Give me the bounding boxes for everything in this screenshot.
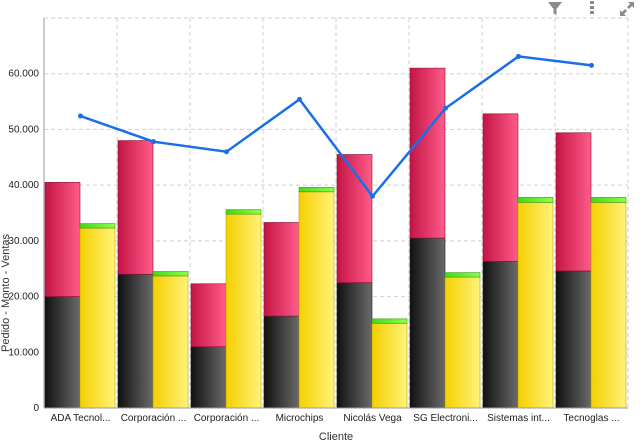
bar-corporaci-n--s0: [117, 273, 154, 409]
bar-nicol-s-vega-s2: [371, 323, 408, 409]
bar-nicol-s-vega-s0: [336, 282, 373, 409]
bar-corporaci-n--s1: [190, 283, 227, 348]
x-tick-label: Tecnoglas ...: [563, 413, 619, 424]
x-tick-label: ADA Tecnol...: [51, 413, 111, 424]
y-tick-label: 20.000: [8, 292, 39, 303]
line-point: [297, 96, 302, 102]
x-tick-label: Nicolás Vega: [343, 413, 402, 424]
y-tick-label: 40.000: [8, 180, 39, 191]
bar-sg-electroni--s2: [444, 276, 481, 409]
y-tick-label: 60.000: [8, 69, 39, 80]
bar-nicol-s-vega-s1: [336, 154, 373, 283]
line-point: [370, 193, 375, 199]
line-point: [443, 105, 448, 111]
bars: [44, 67, 627, 409]
x-tick-label: Sistemas int...: [487, 413, 550, 424]
line-series: [78, 53, 594, 199]
bar-tecnoglas--s0: [555, 270, 592, 409]
bar-microchips-s3: [298, 187, 335, 193]
bar-sg-electroni--s1: [409, 67, 446, 239]
bar-corporaci-n--s1: [117, 140, 154, 275]
y-tick-label: 50.000: [8, 124, 39, 135]
bar-corporaci-n--s2: [152, 275, 189, 409]
line-series-path: [80, 55, 592, 199]
bar-tecnoglas--s3: [590, 197, 627, 203]
bar-sistemas-int--s1: [482, 113, 519, 262]
bar-sistemas-int--s2: [517, 202, 554, 409]
bar-corporaci-n--s3: [152, 271, 189, 277]
filter-icon[interactable]: [546, 0, 564, 18]
line-point: [224, 149, 229, 155]
x-tick-label: Corporación ...: [194, 413, 260, 424]
line-point: [516, 53, 521, 59]
bar-sistemas-int--s3: [517, 197, 554, 203]
bar-ada-tecnol--s0: [44, 296, 81, 409]
y-tick-label: 30.000: [8, 236, 39, 247]
y-tick-label: 10.000: [8, 347, 39, 358]
line-point: [151, 139, 156, 145]
bar-ada-tecnol--s3: [79, 223, 116, 229]
x-axis-title: Cliente: [319, 431, 353, 443]
bar-corporaci-n--s0: [190, 346, 227, 409]
bar-ada-tecnol--s1: [44, 182, 81, 297]
bar-nicol-s-vega-s3: [371, 318, 408, 324]
bar-corporaci-n--s3: [225, 209, 262, 215]
bar-tecnoglas--s2: [590, 202, 627, 409]
bar-sg-electroni--s3: [444, 272, 481, 278]
expand-icon[interactable]: [618, 0, 636, 18]
axes: 0 10.000 20.000 30.000 40.000 50.000 60.000 ADA…: [8, 18, 628, 424]
bar-microchips-s0: [263, 315, 300, 409]
x-tick-label: Corporación ...: [121, 413, 187, 424]
bar-tecnoglas--s1: [555, 132, 592, 272]
bar-corporaci-n--s2: [225, 213, 262, 409]
line-point: [78, 113, 83, 119]
bar-microchips-s1: [263, 222, 300, 317]
menu-icon[interactable]: [583, 0, 601, 18]
bar-microchips-s2: [298, 191, 335, 409]
x-tick-label: SG Electroni...: [413, 413, 477, 424]
x-tick-label: Microchips: [276, 413, 324, 424]
bar-sistemas-int--s0: [482, 261, 519, 409]
y-axis-title: Pedido - Monto - Ventas: [0, 233, 12, 352]
y-tick-label: 0: [33, 403, 39, 414]
line-point: [589, 62, 594, 68]
bar-ada-tecnol--s2: [79, 227, 116, 409]
bar-sg-electroni--s0: [409, 237, 446, 409]
